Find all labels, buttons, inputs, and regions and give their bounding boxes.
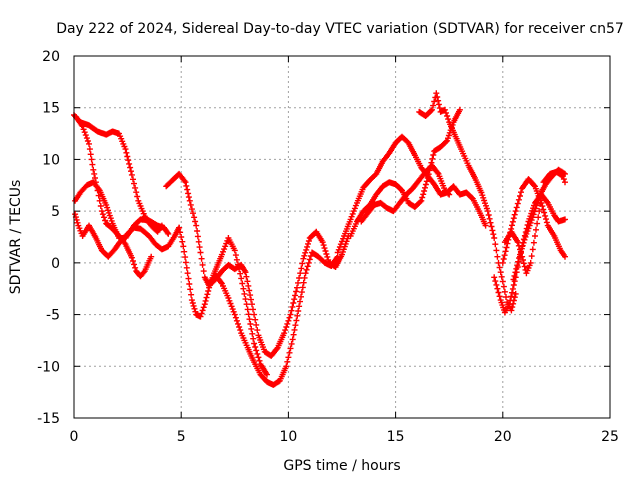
grid bbox=[74, 56, 610, 418]
series-sat-i bbox=[334, 133, 489, 256]
plus-marks bbox=[72, 211, 183, 260]
x-axis-label: GPS time / hours bbox=[283, 458, 400, 474]
y-tick-label: 15 bbox=[42, 101, 60, 117]
y-tick-label: -10 bbox=[37, 359, 60, 375]
plus-marks bbox=[73, 114, 155, 280]
chart-title: Day 222 of 2024, Sidereal Day-to-day VTE… bbox=[56, 21, 624, 37]
x-tick-label: 25 bbox=[601, 429, 619, 445]
x-tick-label: 5 bbox=[177, 429, 186, 445]
y-tick-labels: -15 -10 -5 0 5 10 15 20 bbox=[37, 49, 60, 427]
x-tick-label: 10 bbox=[279, 429, 297, 445]
plot-frame bbox=[73, 55, 611, 419]
plus-marks bbox=[334, 133, 489, 256]
series-sat-j bbox=[347, 106, 463, 239]
series-sat-b bbox=[73, 114, 155, 280]
plus-marks bbox=[416, 90, 519, 314]
series-sat-d bbox=[72, 211, 183, 260]
series-sat-p bbox=[510, 166, 568, 283]
series-sat-l bbox=[416, 90, 519, 314]
y-tick-label: 0 bbox=[51, 256, 60, 272]
plus-marks bbox=[206, 249, 341, 388]
series-sat-f bbox=[176, 224, 270, 378]
y-axis-label: SDTVAR / TECUs bbox=[8, 180, 24, 295]
x-tick-label: 15 bbox=[387, 429, 405, 445]
y-tick-label: 5 bbox=[51, 204, 60, 220]
y-tick-label: 20 bbox=[42, 49, 60, 65]
x-tick-label: 20 bbox=[494, 429, 512, 445]
y-tick-label: 10 bbox=[42, 152, 60, 168]
plus-marks bbox=[176, 224, 270, 378]
plus-marks bbox=[242, 228, 352, 359]
y-tick-label: -15 bbox=[37, 411, 60, 427]
x-tick-label: 0 bbox=[70, 429, 79, 445]
plus-marks bbox=[510, 166, 568, 283]
series-sat-h bbox=[242, 228, 352, 359]
plus-marks bbox=[347, 106, 463, 239]
plus-marks bbox=[358, 162, 453, 225]
axis-ticks bbox=[73, 55, 611, 419]
series-sat-g bbox=[206, 249, 341, 388]
data-marks bbox=[71, 90, 568, 388]
y-tick-label: -5 bbox=[46, 308, 60, 324]
series-sat-k bbox=[358, 162, 453, 225]
x-tick-labels: 0 5 10 15 20 25 bbox=[70, 429, 619, 445]
